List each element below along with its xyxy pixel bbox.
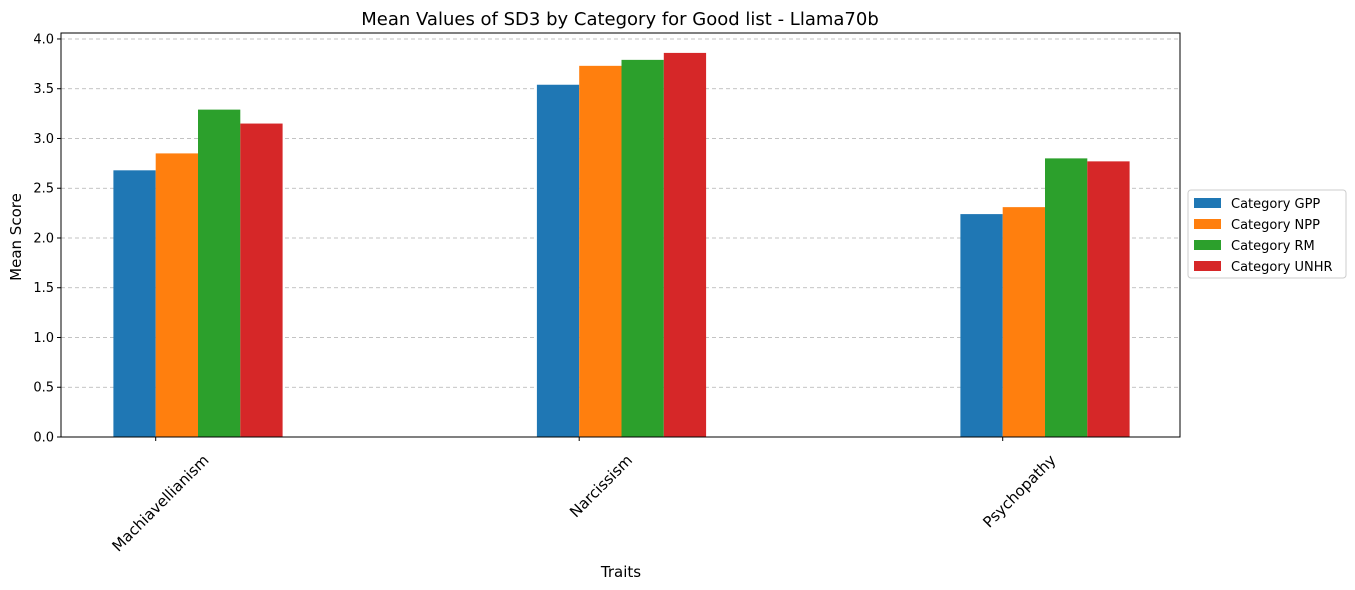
bar — [198, 109, 241, 437]
bar — [113, 170, 156, 437]
x-axis-ticks: Machiavellianism Narcissism Psychopathy — [108, 437, 1060, 555]
bar — [1045, 158, 1088, 437]
bars — [113, 52, 1130, 438]
bar — [240, 123, 283, 437]
legend-label: Category RM — [1231, 239, 1315, 254]
y-tick-label: 2.5 — [33, 182, 54, 197]
x-axis-label: Traits — [600, 563, 641, 581]
legend-box — [1187, 189, 1347, 279]
bar — [621, 59, 664, 437]
bar — [663, 52, 707, 437]
y-tick-label: 4.0 — [33, 32, 54, 47]
legend: Category GPP Category NPP Category RM Categ… — [1187, 189, 1347, 279]
legend-swatch — [1194, 219, 1221, 229]
legend-label: Category GPP — [1231, 197, 1320, 212]
chart-title: Mean Values of SD3 by Category for Good … — [361, 9, 879, 30]
y-tick-label: 3.5 — [33, 82, 54, 97]
y-axis-ticks: 0.0 0.5 1.0 1.5 2.0 2.5 3.0 3.5 4.0 — [33, 32, 61, 446]
x-tick-label: Narcissism — [566, 451, 636, 521]
bar — [1087, 161, 1130, 437]
y-tick-label: 1.5 — [33, 281, 54, 296]
y-tick-label: 1.0 — [33, 331, 54, 346]
legend-label: Category UNHR — [1231, 260, 1333, 275]
bar — [536, 84, 580, 438]
y-tick-label: 0.0 — [33, 431, 54, 446]
legend-swatch — [1194, 240, 1221, 250]
y-tick-label: 0.5 — [33, 381, 54, 396]
x-tick-label: Psychopathy — [979, 451, 1059, 531]
bar — [1002, 207, 1045, 437]
y-axis-label: Mean Score — [7, 193, 25, 281]
bar — [960, 214, 1003, 437]
legend-swatch — [1194, 198, 1221, 208]
legend-swatch — [1194, 261, 1221, 271]
bar — [155, 153, 198, 438]
plot-frame — [60, 32, 1181, 438]
legend-label: Category NPP — [1231, 218, 1320, 233]
bar — [579, 65, 622, 438]
y-tick-label: 3.0 — [33, 132, 54, 147]
x-tick-label: Machiavellianism — [108, 451, 212, 555]
y-tick-label: 2.0 — [33, 231, 54, 246]
